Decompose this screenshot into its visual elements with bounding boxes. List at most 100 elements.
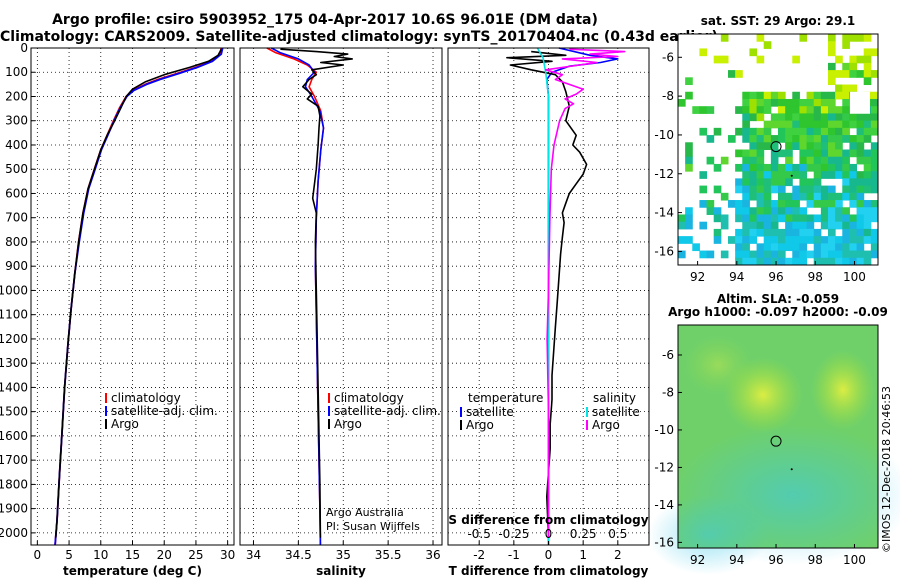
sst-pixel <box>842 106 850 114</box>
sla-map-float-marker <box>770 435 782 447</box>
sst-pixel <box>678 214 686 223</box>
sst-pixel <box>813 228 822 237</box>
sst-pixel <box>699 250 708 259</box>
sst-pixel <box>842 221 850 230</box>
sst-pixel <box>813 127 822 136</box>
sst-pixel <box>799 257 808 266</box>
sst-pixel <box>856 243 865 252</box>
sst-pixel <box>749 236 758 244</box>
sst-pixel <box>835 149 843 158</box>
sst-pixel <box>756 178 765 187</box>
sst-pixel <box>870 120 879 129</box>
sst-pixel <box>785 257 793 266</box>
sst-pixel <box>820 91 829 100</box>
sst-pixel <box>735 163 743 172</box>
sst-pixel <box>856 149 865 158</box>
sst-pixel <box>828 214 836 223</box>
sst-pixel <box>770 228 779 237</box>
sst-pixel <box>678 236 686 244</box>
sst-pixel <box>828 70 836 78</box>
sst-pixel <box>856 185 865 194</box>
sst-pixel <box>735 250 743 259</box>
sst-pixel <box>792 236 800 244</box>
sst-pixel <box>806 135 815 143</box>
sst-pixel <box>842 149 850 158</box>
sst-pixel <box>806 236 815 244</box>
sst-pixel <box>756 127 765 136</box>
depth-tick-label-11: 1100 <box>0 308 28 322</box>
sst-map-x-tick-label-2: 96 <box>768 270 783 284</box>
difference-x2-tick-label-3: 0.25 <box>570 527 597 541</box>
sst-pixel <box>849 236 858 244</box>
sst-pixel <box>863 257 872 266</box>
sst-pixel <box>742 236 750 244</box>
sst-pixel <box>756 91 765 100</box>
difference-x2-tick-label-2: 0 <box>545 527 553 541</box>
sst-pixel <box>770 156 779 165</box>
sst-pixel <box>713 127 722 136</box>
sst-pixel <box>792 98 800 107</box>
temperature-legend-swatch-1 <box>105 406 107 416</box>
sla-map-x-tick-label-4: 100 <box>843 553 866 567</box>
sst-pixel <box>863 250 872 259</box>
sst-pixel <box>785 163 793 172</box>
sst-pixel <box>813 171 822 179</box>
sst-pixel <box>792 250 800 259</box>
difference-series-salinity-satellite <box>536 47 550 545</box>
sst-pixel <box>742 135 750 143</box>
sst-pixel <box>870 178 879 187</box>
sst-pixel <box>820 142 829 150</box>
sst-pixel <box>749 250 758 259</box>
sst-pixel <box>856 55 865 64</box>
sst-pixel <box>756 214 765 223</box>
sst-pixel <box>749 207 758 215</box>
sst-pixel <box>856 221 865 230</box>
sst-pixel <box>870 106 879 114</box>
sst-pixel <box>742 192 750 201</box>
sst-pixel <box>806 91 815 100</box>
sst-pixel <box>863 236 872 244</box>
sst-pixel <box>863 34 872 42</box>
sst-pixel <box>713 214 722 223</box>
sst-pixel <box>806 142 815 150</box>
sst-pixel <box>792 91 800 100</box>
sst-pixel <box>785 113 793 122</box>
sst-pixel <box>863 200 872 208</box>
sst-pixel <box>785 120 793 129</box>
temperature-legend-label-1: satellite-adj. clim. <box>111 404 218 418</box>
sst-pixel <box>820 106 829 114</box>
sst-pixel <box>863 113 872 122</box>
sst-pixel <box>799 214 808 223</box>
difference-legend-temp-label-1: Argo <box>466 418 494 432</box>
sst-pixel <box>813 178 822 187</box>
sst-pixel <box>728 200 736 208</box>
salinity-x-tick-label-2: 35 <box>336 548 351 562</box>
difference-legend-sal-swatch-0 <box>586 407 588 417</box>
sst-pixel <box>799 156 808 165</box>
sst-pixel <box>763 106 772 114</box>
sst-pixel <box>828 163 836 172</box>
sst-pixel <box>813 163 822 172</box>
sst-pixel <box>763 243 772 252</box>
sst-pixel <box>835 156 843 165</box>
sst-pixel <box>792 214 800 223</box>
temperature-legend-swatch-0 <box>105 393 107 403</box>
sst-pixel <box>799 185 808 194</box>
sst-pixel <box>778 171 786 179</box>
sst-pixel <box>820 185 829 194</box>
sst-pixel <box>763 98 772 107</box>
sst-pixel <box>849 84 858 93</box>
sst-pixel <box>870 163 879 172</box>
salinity-x-tick-label-0: 34 <box>246 548 261 562</box>
sst-pixel <box>863 207 872 215</box>
sst-pixel <box>828 228 836 237</box>
sst-pixel <box>706 135 715 143</box>
sst-pixel <box>806 200 815 208</box>
sst-pixel <box>770 149 779 158</box>
sst-pixel <box>813 243 822 252</box>
sst-pixel <box>778 113 786 122</box>
sst-pixel <box>842 135 850 143</box>
sst-pixel <box>820 163 829 172</box>
sst-pixel <box>785 236 793 244</box>
sst-pixel <box>806 106 815 114</box>
